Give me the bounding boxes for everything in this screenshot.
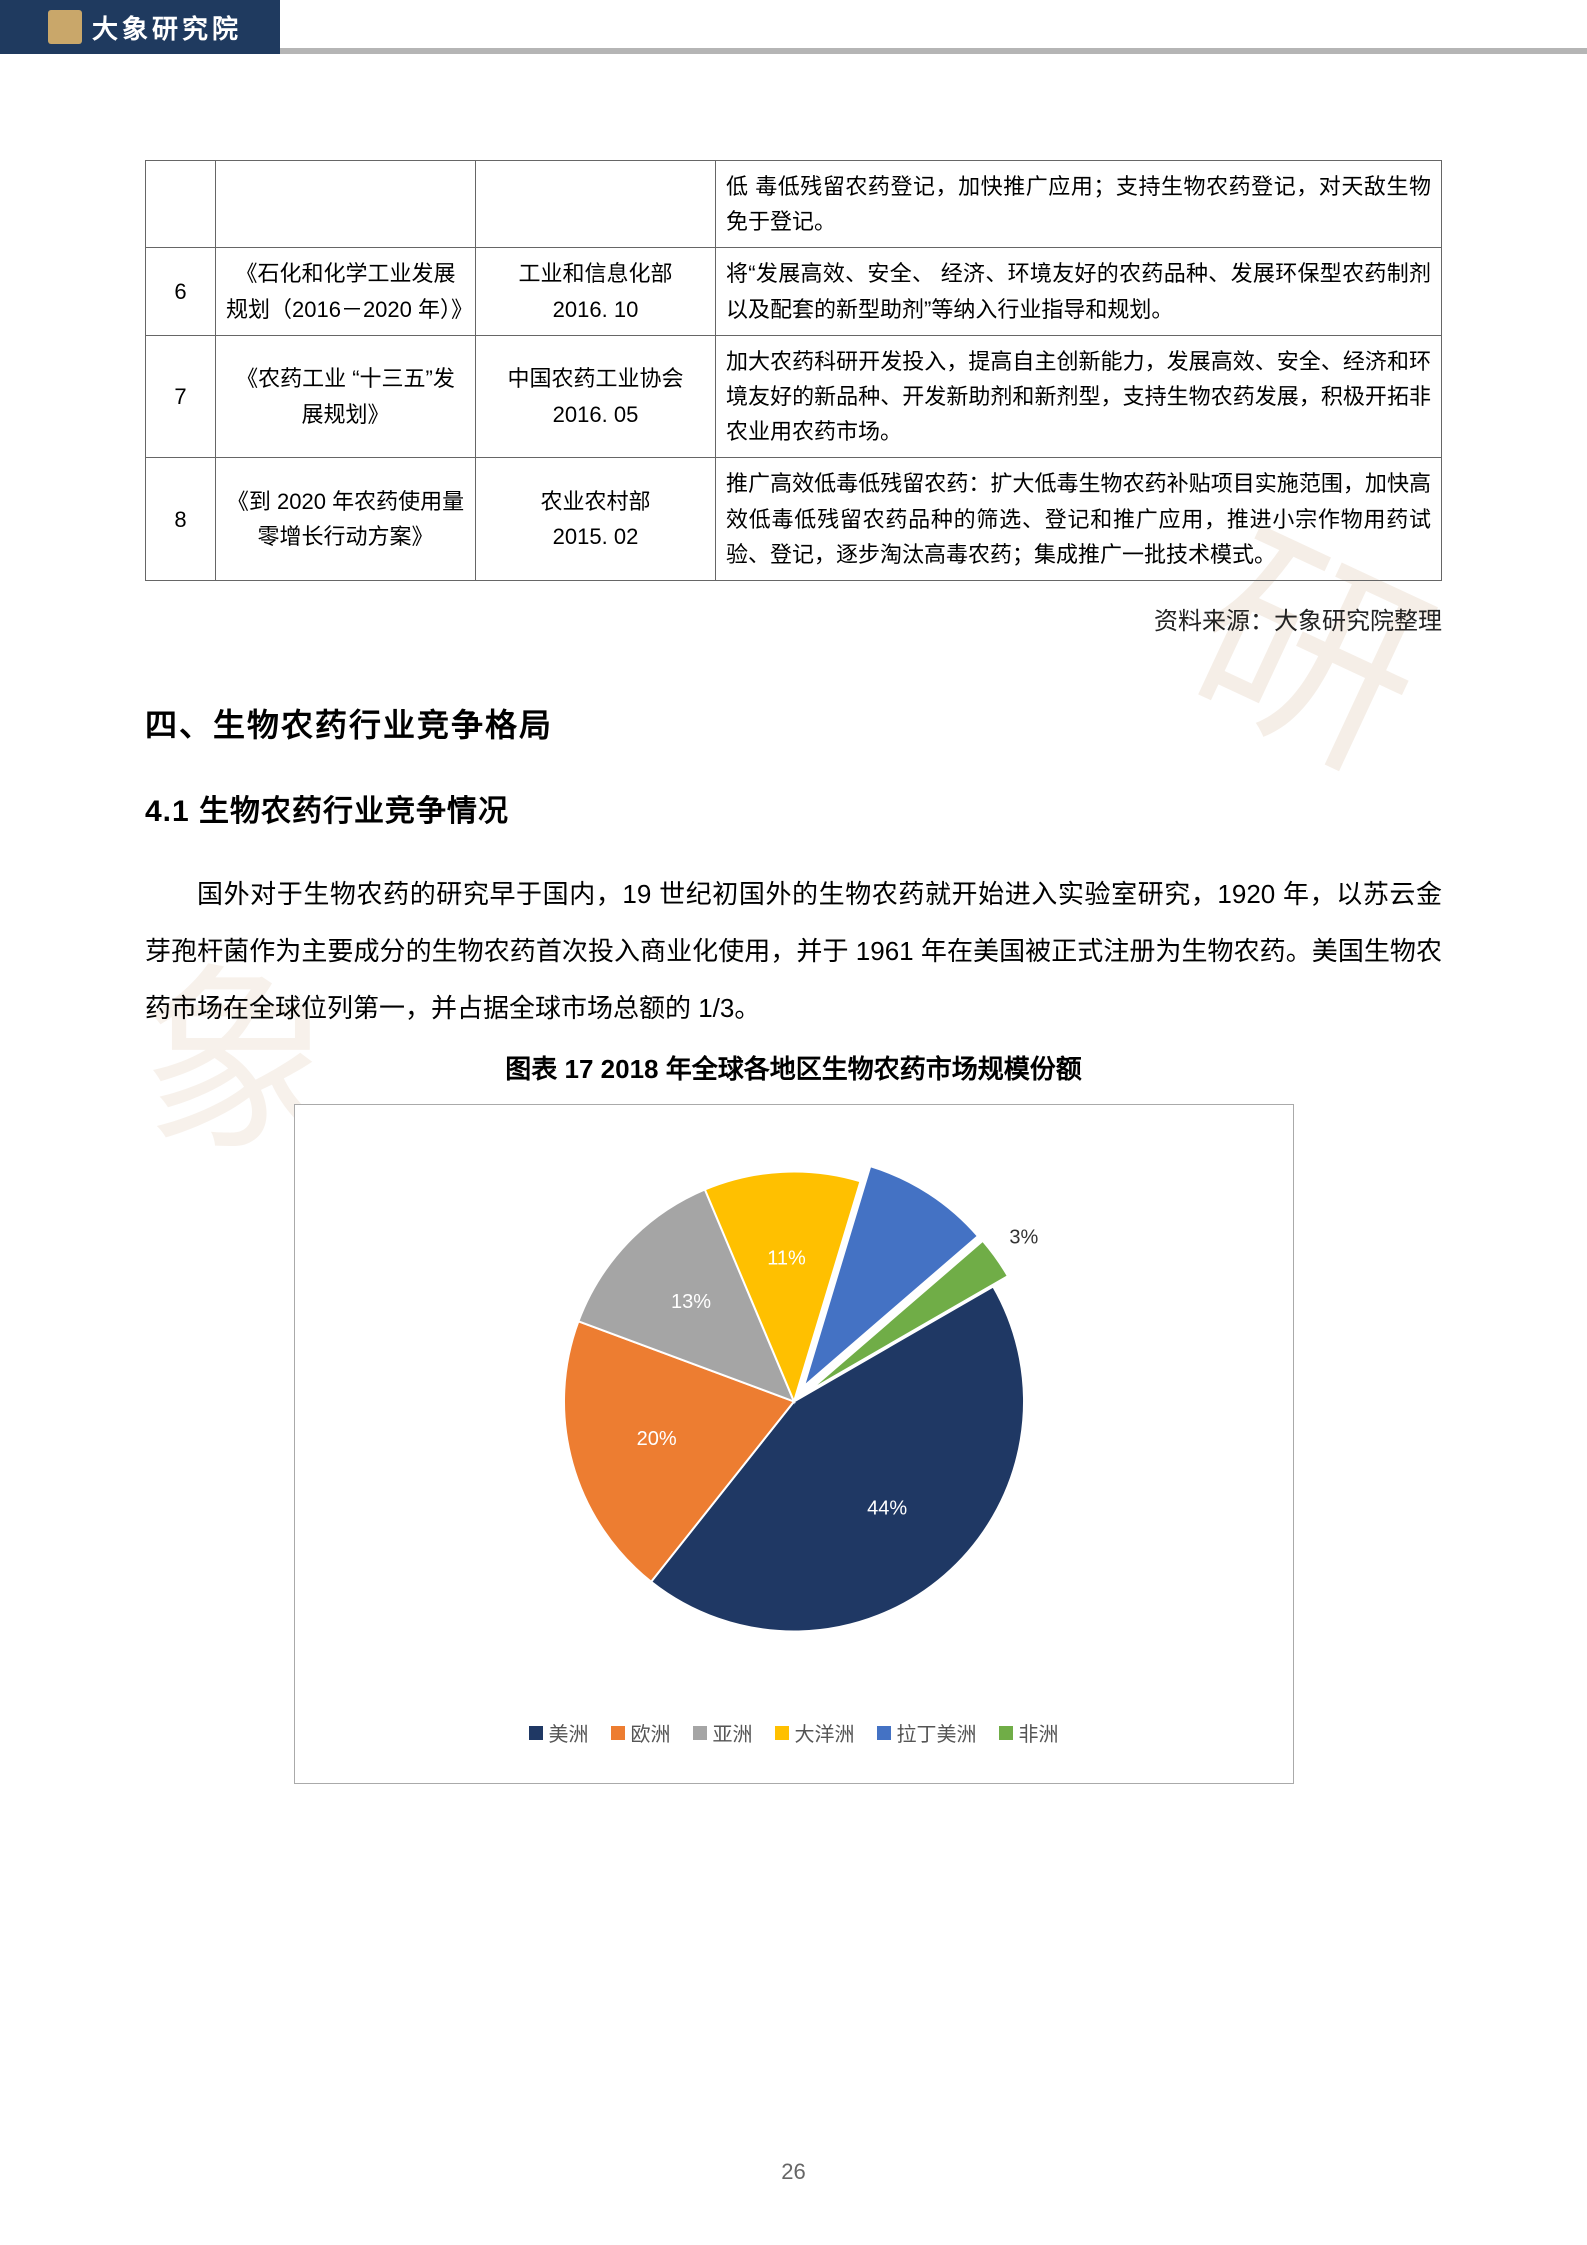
header-rule — [280, 0, 1587, 54]
table-row: 7《农药工业 “十三五”发 展规划》中国农药工业协会 2016. 05加大农药科… — [146, 335, 1442, 458]
table-cell: 8 — [146, 458, 216, 581]
header-bar: 大象研究院 — [0, 0, 1587, 54]
chart-legend: 美洲 欧洲 亚洲 大洋洲 拉丁美洲 非洲 — [295, 1718, 1293, 1747]
pie-slice-label: 44% — [867, 1497, 907, 1519]
pie-slices: 44% 20% 13% 11% 9% 3% — [524, 1131, 1064, 1676]
body-paragraph: 国外对于生物农药的研究早于国内，19 世纪初国外的生物农药就开始进入实验室研究，… — [145, 866, 1442, 1038]
table-cell: 农业农村部 2015. 02 — [476, 458, 716, 581]
table-cell — [216, 161, 476, 248]
policy-table: 低 毒低残留农药登记，加快推广应用；支持生物农药登记，对天敌生物免于登记。6《石… — [145, 160, 1442, 581]
org-name: 大象研究院 — [92, 9, 242, 46]
table-cell: 工业和信息化部 2016. 10 — [476, 248, 716, 335]
pie-svg: 44% 20% 13% 11% 9% 3% — [524, 1131, 1064, 1671]
content-area: 低 毒低残留农药登记，加快推广应用；支持生物农药登记，对天敌生物免于登记。6《石… — [145, 160, 1442, 1784]
section-heading-h1: 四、生物农药行业竞争格局 — [145, 700, 1442, 746]
table-cell: 加大农药科研开发投入，提高自主创新能力，发展高效、安全、经济和环境友好的新品种、… — [716, 335, 1442, 458]
section-heading-h2: 4.1 生物农药行业竞争情况 — [145, 786, 1442, 830]
elephant-logo-icon — [48, 10, 82, 44]
pie-slice-label: 20% — [636, 1428, 676, 1450]
legend-swatch-icon — [693, 1726, 707, 1740]
legend-swatch-icon — [775, 1726, 789, 1740]
pie-slice-label: 3% — [1009, 1226, 1038, 1248]
legend-item: 欧洲 — [611, 1718, 671, 1747]
table-cell — [146, 161, 216, 248]
legend-swatch-icon — [877, 1726, 891, 1740]
legend-swatch-icon — [611, 1726, 625, 1740]
table-cell: 《农药工业 “十三五”发 展规划》 — [216, 335, 476, 458]
table-cell: 推广高效低毒低残留农药：扩大低毒生物农药补贴项目实施范围，加快高效低毒低残留农药… — [716, 458, 1442, 581]
pie-slice-label: 11% — [767, 1247, 806, 1269]
table-cell: 《石化和化学工业发展规划（2016－2020 年）》 — [216, 248, 476, 335]
legend-label: 拉丁美洲 — [897, 1718, 977, 1747]
table-cell — [476, 161, 716, 248]
legend-item: 美洲 — [529, 1718, 589, 1747]
legend-item: 亚洲 — [693, 1718, 753, 1747]
legend-label: 亚洲 — [713, 1718, 753, 1747]
table-row: 8《到 2020 年农药使用量零增长行动方案》农业农村部 2015. 02推广高… — [146, 458, 1442, 581]
legend-item: 拉丁美洲 — [877, 1718, 977, 1747]
header-left: 大象研究院 — [0, 0, 280, 54]
table-cell: 低 毒低残留农药登记，加快推广应用；支持生物农药登记，对天敌生物免于登记。 — [716, 161, 1442, 248]
page: 大象研究院 研 象 低 毒低残留农药登记，加快推广应用；支持生物农药登记，对天敌… — [0, 0, 1587, 2245]
table-row: 6《石化和化学工业发展规划（2016－2020 年）》工业和信息化部 2016.… — [146, 248, 1442, 335]
table-cell: 7 — [146, 335, 216, 458]
chart-caption: 图表 17 2018 年全球各地区生物农药市场规模份额 — [145, 1049, 1442, 1086]
pie-slice-label: 13% — [671, 1291, 711, 1313]
legend-label: 非洲 — [1019, 1718, 1059, 1747]
legend-label: 美洲 — [549, 1718, 589, 1747]
legend-swatch-icon — [999, 1726, 1013, 1740]
legend-label: 大洋洲 — [795, 1718, 855, 1747]
table-cell: 6 — [146, 248, 216, 335]
pie-chart: 44% 20% 13% 11% 9% 3% 美洲 欧洲 亚洲 大洋洲 拉丁美洲 非洲 — [294, 1104, 1294, 1784]
legend-swatch-icon — [529, 1726, 543, 1740]
table-cell: 《到 2020 年农药使用量零增长行动方案》 — [216, 458, 476, 581]
legend-item: 非洲 — [999, 1718, 1059, 1747]
pie-slice-label: 9% — [933, 1153, 962, 1175]
legend-label: 欧洲 — [631, 1718, 671, 1747]
table-cell: 将“发展高效、安全、 经济、环境友好的农药品种、发展环保型农药制剂以及配套的新型… — [716, 248, 1442, 335]
page-number: 26 — [0, 2159, 1587, 2185]
legend-item: 大洋洲 — [775, 1718, 855, 1747]
table-cell: 中国农药工业协会 2016. 05 — [476, 335, 716, 458]
table-row: 低 毒低残留农药登记，加快推广应用；支持生物农药登记，对天敌生物免于登记。 — [146, 161, 1442, 248]
table-source: 资料来源：大象研究院整理 — [145, 601, 1442, 636]
